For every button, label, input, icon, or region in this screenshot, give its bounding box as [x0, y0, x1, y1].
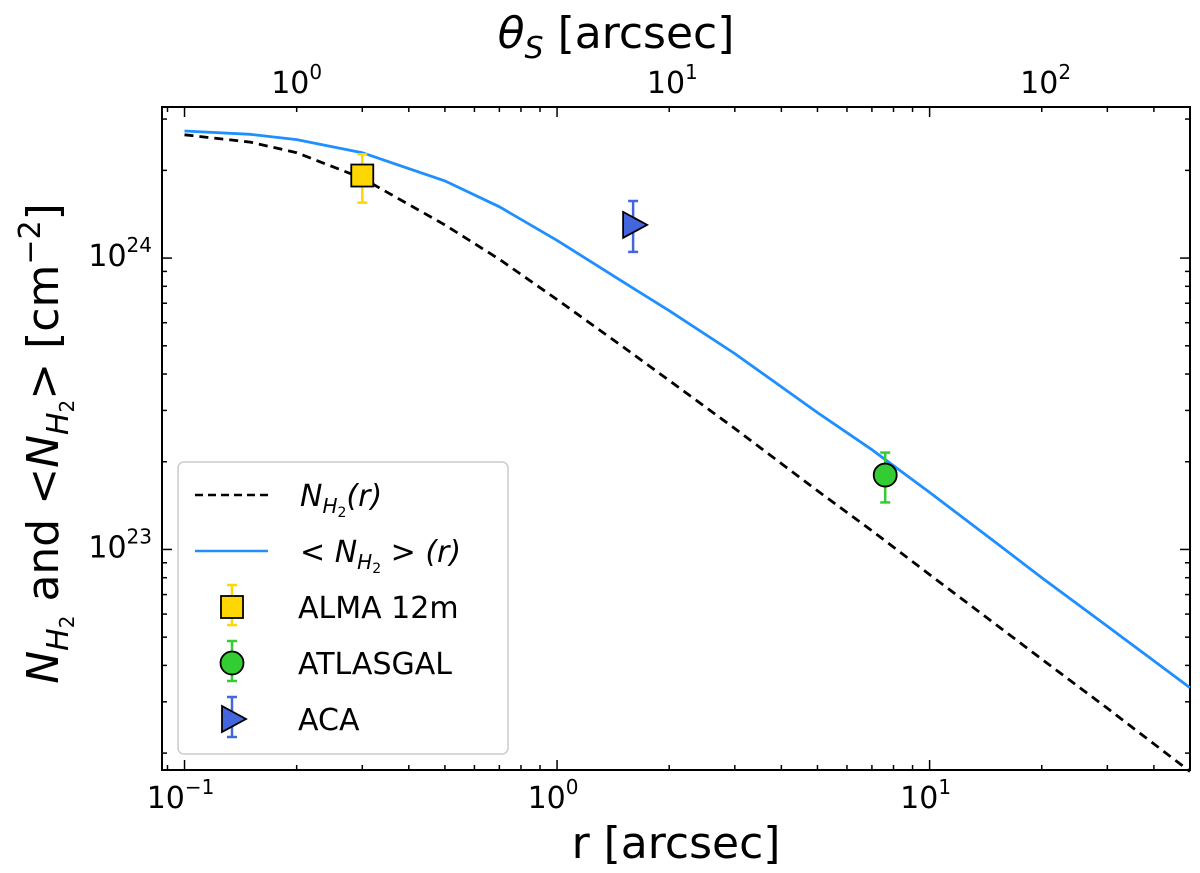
legend-label-nh2: NH2(r)	[300, 479, 382, 521]
legend-mean-n: N	[335, 535, 357, 570]
y-axis-label: NH2 and <NH2> [cm−2]	[13, 203, 79, 684]
legend-label-alma: ALMA 12m	[298, 591, 459, 626]
legend-label-atlasgal: ATLASGAL	[298, 647, 452, 682]
point-alma-12m-marker	[350, 163, 375, 188]
legend-nh2-n: N	[300, 479, 322, 514]
y-label-2b: 2	[55, 400, 79, 413]
y-label-n2: N	[18, 435, 69, 468]
top-tick-label-0-base: 10	[271, 66, 309, 101]
top-tick-label-0-exp: 0	[309, 60, 322, 84]
y-label-h: H	[41, 628, 76, 651]
y-tick-label-1-base: 10	[88, 239, 126, 274]
y-label-n: N	[18, 651, 69, 684]
top-tick-label-2-exp: 2	[1058, 60, 1071, 84]
top-tick-label-1-exp: 1	[685, 60, 698, 84]
top-tick-label-0: 100	[271, 60, 322, 101]
x-tick-label-2-base: 10	[900, 781, 938, 816]
y-tick-label-0: 1023	[88, 524, 152, 565]
x-tick-label-1-exp: 0	[566, 775, 579, 799]
point-atlasgal-marker	[872, 462, 898, 488]
x-tick-label-0-base: 10	[147, 781, 185, 816]
top-tick-label-2-base: 10	[1020, 66, 1058, 101]
series-nh2-dashed-line	[184, 133, 1191, 773]
y-label-sup: −2	[13, 220, 48, 264]
top-axis-label-sub: S	[525, 31, 544, 66]
x-tick-label-2: 101	[900, 775, 951, 816]
x-tick-label-2-exp: 1	[938, 775, 951, 799]
y-label-h2: H	[41, 412, 76, 435]
y-tick-label-1: 1024	[88, 233, 152, 274]
series-mean-nh2-solid-line	[184, 129, 1191, 689]
top-axis-label-rest: [arcsec]	[544, 8, 735, 59]
x-axis-label: r [arcsec]	[572, 818, 781, 869]
x-tick-label-0-exp: −1	[185, 775, 214, 799]
leg-atl-key-marker	[219, 650, 245, 676]
y-tick-label-1-exp: 24	[127, 233, 152, 257]
legend-box	[177, 461, 509, 755]
y-tick-label-0-base: 10	[88, 530, 126, 565]
y-label-2: 2	[55, 616, 79, 629]
legend-label-aca: ACA	[298, 703, 360, 738]
y-tick-label-0-exp: 23	[127, 524, 152, 548]
legend-nh2-h: H	[322, 494, 337, 518]
top-axis-label: θS [arcsec]	[498, 8, 735, 66]
legend-nh2-2: 2	[338, 505, 347, 521]
leg-alma-key-marker	[220, 595, 244, 619]
leg-aca-key-marker	[221, 704, 248, 734]
point-aca-marker	[622, 210, 650, 240]
top-axis-label-base: θ	[498, 8, 525, 59]
legend-mean-rest: > (r)	[381, 535, 461, 570]
legend-mean-h: H	[357, 550, 372, 574]
y-label-suffix: > [cm	[18, 265, 69, 400]
y-label-end: ]	[18, 203, 69, 220]
legend-key-aca	[221, 695, 248, 739]
top-tick-label-2: 102	[1020, 60, 1071, 101]
x-tick-label-1-base: 10	[528, 781, 566, 816]
legend-mean-2: 2	[372, 561, 381, 577]
top-tick-label-1-base: 10	[647, 66, 685, 101]
x-tick-label-1: 100	[528, 775, 579, 816]
legend-nh2-rest: (r)	[346, 479, 382, 514]
legend-label-mean-nh2: < NH2 > (r)	[300, 535, 461, 577]
legend-key-atlasgal	[219, 639, 245, 683]
legend: NH2(r) < NH2 > (r) ALMA 12m ATLASGAL ACA	[177, 461, 509, 755]
legend-key-alma	[220, 583, 244, 627]
top-tick-label-1: 101	[647, 60, 698, 101]
plot-frame	[161, 106, 1191, 771]
y-label-middle: and <	[18, 468, 69, 616]
x-tick-label-0: 10−1	[147, 775, 215, 816]
legend-mean-pre: <	[300, 535, 335, 570]
